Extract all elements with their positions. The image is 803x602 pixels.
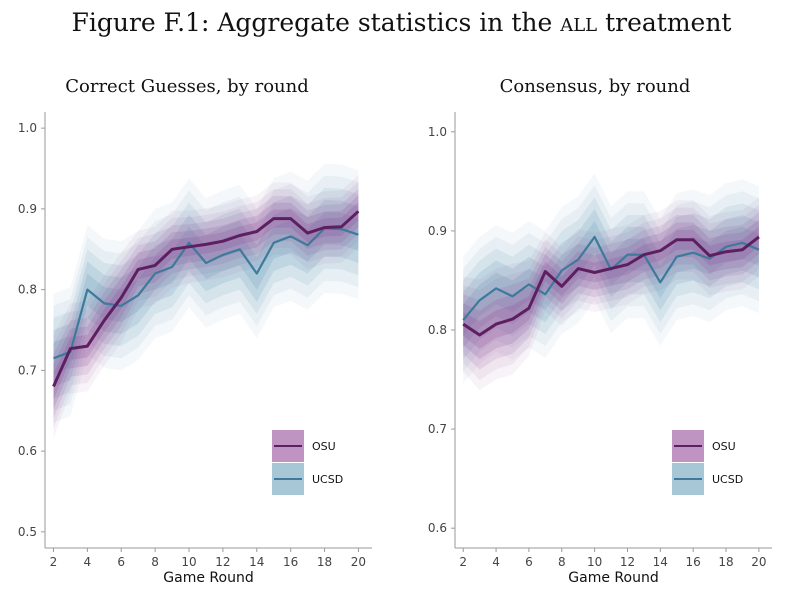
confidence-band-osu	[463, 204, 759, 380]
x-tick-label: 6	[117, 555, 125, 569]
figure-title: Figure F.1: Aggregate statistics in the …	[0, 8, 803, 37]
confidence-band-ucsd	[463, 173, 759, 384]
series-line-osu	[52, 210, 360, 388]
y-tick-label: 0.7	[428, 422, 447, 436]
figure-title-smallcaps: all	[560, 8, 598, 37]
x-tick-label: 16	[686, 555, 701, 569]
confidence-band-ucsd	[53, 200, 359, 387]
x-tick-label: 12	[620, 555, 635, 569]
x-tick-label: 18	[317, 555, 332, 569]
x-tick-label: 16	[283, 555, 298, 569]
x-tick-label: 14	[653, 555, 668, 569]
x-tick-label: 18	[718, 555, 733, 569]
confidence-band-ucsd	[463, 209, 759, 348]
confidence-band-ucsd	[53, 212, 359, 375]
x-tick-label: 4	[492, 555, 500, 569]
y-tick-label: 0.7	[18, 363, 37, 377]
y-tick-label: 0.9	[428, 224, 447, 238]
confidence-band-osu	[53, 175, 359, 439]
x-axis-label: Game Round	[163, 570, 253, 586]
y-tick-label: 1.0	[428, 125, 447, 139]
confidence-band-ucsd	[53, 163, 359, 423]
x-tick-label: 4	[84, 555, 92, 569]
series-line-osu	[462, 235, 760, 337]
y-tick-label: 0.8	[18, 283, 37, 297]
x-tick-label: 10	[587, 555, 602, 569]
series-line-ucsd	[53, 227, 359, 360]
figure-title-prefix: Figure F.1: Aggregate statistics in the	[71, 8, 561, 37]
y-tick-label: 0.5	[18, 525, 37, 539]
confidence-band-ucsd	[463, 197, 759, 360]
x-tick-label: 20	[351, 555, 366, 569]
confidence-band-ucsd	[53, 175, 359, 411]
y-tick-label: 0.6	[428, 521, 447, 535]
legend-label-osu: OSU	[312, 440, 336, 453]
x-tick-label: 8	[151, 555, 159, 569]
x-tick-label: 20	[751, 555, 766, 569]
chart-consensus: Consensus, by round 0.6 0.7 0.8 0.9 1.0 2 4 6 8 10…	[428, 76, 772, 586]
panel-title: Consensus, by round	[500, 76, 691, 97]
x-tick-label: 12	[215, 555, 230, 569]
panel-title: Correct Guesses, by round	[65, 76, 309, 97]
x-axis-label: Game Round	[568, 570, 658, 586]
x-tick-label: 2	[50, 555, 58, 569]
legend-label-ucsd: UCSD	[712, 473, 743, 486]
legend-label-ucsd: UCSD	[312, 473, 343, 486]
x-tick-label: 2	[459, 555, 467, 569]
confidence-band-osu	[463, 212, 759, 370]
y-tick-label: 1.0	[18, 121, 37, 135]
confidence-band-osu	[53, 181, 359, 429]
x-tick-label: 8	[558, 555, 566, 569]
confidence-band-osu	[53, 195, 359, 410]
x-tick-label: 14	[249, 555, 264, 569]
y-tick-label: 0.6	[18, 444, 37, 458]
x-tick-label: 6	[525, 555, 533, 569]
x-tick-label: 10	[181, 555, 196, 569]
y-tick-label: 0.8	[428, 323, 447, 337]
confidence-band-ucsd	[463, 221, 759, 336]
confidence-band-osu	[463, 197, 759, 391]
y-tick-label: 0.9	[18, 202, 37, 216]
confidence-band-osu	[53, 202, 359, 400]
chart-correct-guesses: Correct Guesses, by round 0.5 0.6 0.7 0.8 0.9…	[18, 76, 372, 586]
legend-label-osu: OSU	[712, 440, 736, 453]
confidence-band-osu	[463, 226, 759, 349]
confidence-band-ucsd	[463, 185, 759, 372]
figure-title-suffix: treatment	[597, 8, 732, 37]
